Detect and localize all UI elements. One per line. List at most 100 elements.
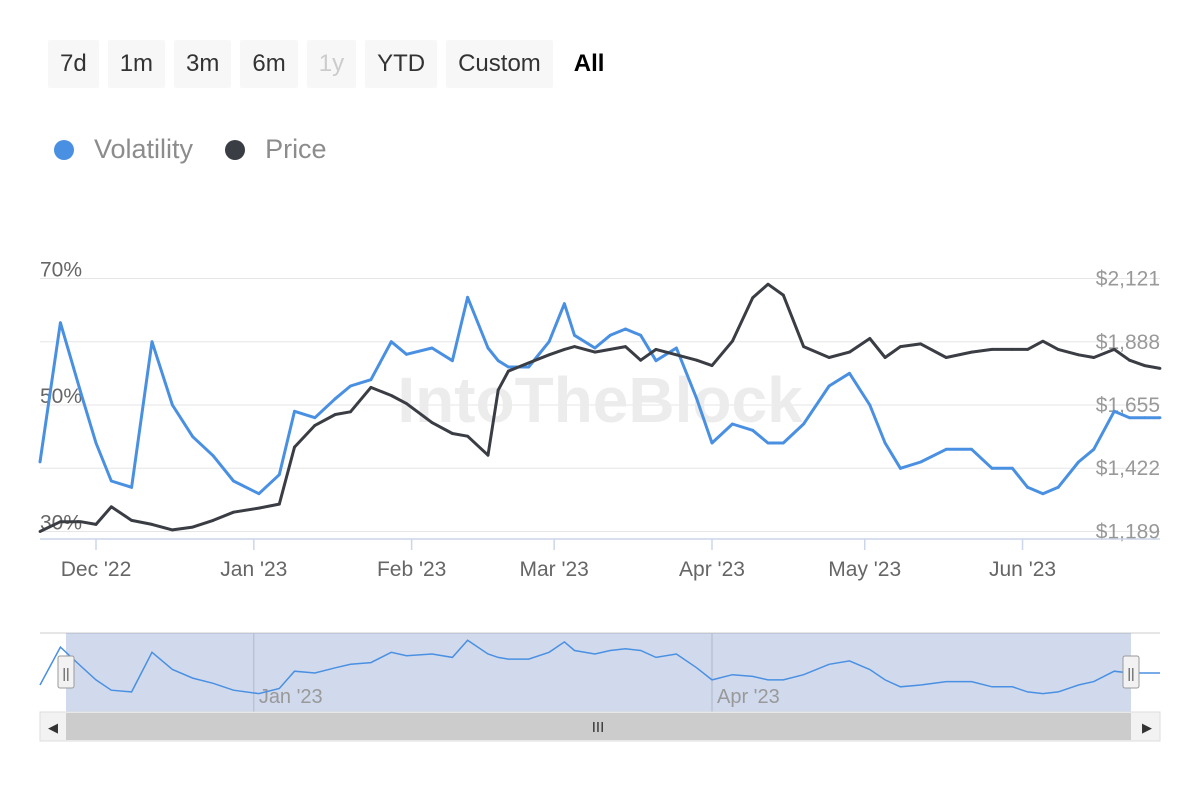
- data-point-price: [466, 434, 470, 438]
- data-point-volatility: [211, 454, 215, 458]
- scrollbar-grip-icon: III: [592, 719, 605, 736]
- data-point-price: [257, 506, 261, 510]
- data-point-volatility: [624, 327, 627, 331]
- data-point-volatility: [608, 333, 612, 337]
- data-point-volatility: [1143, 416, 1147, 420]
- data-point-price: [970, 350, 974, 354]
- range-button-7d[interactable]: 7d: [48, 40, 99, 88]
- scrollbar-thumb[interactable]: [66, 713, 1131, 740]
- data-point-volatility: [1158, 416, 1162, 420]
- data-point-volatility: [38, 460, 42, 464]
- legend-marker: [225, 139, 246, 160]
- navigator-series-line: [39, 639, 1160, 695]
- data-point-price: [191, 525, 195, 529]
- data-point-volatility: [349, 384, 352, 388]
- data-point-volatility: [802, 422, 806, 426]
- legend: Volatility Price: [54, 134, 327, 165]
- y-right-tick-label: $1,655: [1096, 394, 1160, 417]
- data-point-price: [919, 342, 923, 346]
- data-point-volatility: [389, 340, 393, 344]
- data-point-price: [496, 388, 500, 392]
- series-line-price[interactable]: [39, 282, 1161, 533]
- data-point-price: [369, 385, 373, 389]
- data-point-price: [405, 402, 408, 406]
- range-button-custom[interactable]: Custom: [446, 40, 553, 88]
- data-point-price: [593, 350, 597, 354]
- navigator[interactable]: Jan '23 Apr '23 || || III ◀ ▶: [39, 632, 1161, 742]
- data-point-price: [313, 423, 317, 427]
- data-point-volatility: [527, 365, 531, 369]
- legend-item-price[interactable]: Price: [225, 134, 327, 165]
- handle-body[interactable]: [1122, 655, 1140, 689]
- data-point-volatility: [430, 346, 434, 350]
- data-point-price: [1041, 339, 1045, 343]
- data-point-volatility: [654, 359, 658, 363]
- data-point-price: [109, 505, 113, 509]
- x-tick-label: Apr '23: [679, 558, 745, 581]
- navigator-tick-label: Jan '23: [259, 686, 323, 708]
- data-point-volatility: [1056, 485, 1060, 489]
- data-point-volatility: [496, 359, 500, 363]
- data-point-price: [430, 421, 434, 425]
- legend-item-volatility[interactable]: Volatility: [54, 134, 193, 165]
- range-button-6m[interactable]: 6m: [240, 40, 298, 88]
- navigator-handle-left[interactable]: ||: [57, 655, 75, 689]
- range-button-3m[interactable]: 3m: [174, 40, 232, 88]
- range-button-all[interactable]: All: [561, 40, 617, 88]
- data-point-volatility: [170, 403, 174, 407]
- data-point-price: [38, 530, 42, 533]
- data-point-price: [293, 445, 296, 449]
- data-point-price: [94, 523, 98, 526]
- handle-body[interactable]: [57, 655, 75, 689]
- data-point-volatility: [1077, 460, 1080, 464]
- navigator-handle-right[interactable]: ||: [1122, 655, 1140, 689]
- y-left-tick-label: 50%: [40, 385, 82, 408]
- series-layer: [38, 282, 1162, 533]
- data-point-volatility: [919, 460, 923, 464]
- data-point-volatility: [730, 422, 734, 426]
- data-point-price: [1112, 347, 1116, 351]
- data-point-volatility: [970, 447, 974, 451]
- data-point-volatility: [450, 359, 454, 363]
- scroll-left-arrow-icon[interactable]: ◀: [48, 721, 58, 736]
- data-point-volatility: [766, 441, 770, 445]
- data-point-volatility: [781, 441, 785, 445]
- x-tick-label: Dec '22: [61, 558, 132, 581]
- legend-label: Price: [265, 134, 327, 164]
- y-axis-left: 30%50%70%: [40, 258, 82, 534]
- data-point-volatility: [506, 365, 510, 369]
- data-point-price: [1077, 353, 1080, 357]
- range-selector: 7d 1m 3m 6m 1y YTD Custom All: [48, 40, 617, 88]
- navigator-selection[interactable]: [66, 633, 1131, 712]
- data-point-volatility: [898, 466, 902, 470]
- watermark: IntoTheBlock: [397, 364, 803, 436]
- range-button-1y: 1y: [306, 40, 357, 88]
- data-point-price: [674, 353, 678, 357]
- data-point-volatility: [593, 346, 597, 350]
- data-point-price: [1010, 347, 1014, 351]
- data-point-price: [1143, 364, 1147, 368]
- range-button-1m[interactable]: 1m: [107, 40, 166, 88]
- data-point-volatility: [109, 479, 113, 483]
- data-point-volatility: [1128, 416, 1131, 420]
- range-button-ytd[interactable]: YTD: [365, 40, 438, 88]
- data-point-price: [58, 520, 62, 524]
- data-point-volatility: [1041, 492, 1045, 496]
- data-point-price: [848, 350, 851, 354]
- data-point-volatility: [848, 371, 851, 375]
- scroll-right-arrow-icon[interactable]: ▶: [1142, 721, 1152, 736]
- y-axis-right: $1,189 $1,422 $1,655 $1,888 $2,121: [1096, 268, 1160, 544]
- data-point-price: [211, 518, 215, 522]
- handle-grip-icon: ||: [1127, 665, 1134, 681]
- data-point-volatility: [130, 485, 134, 489]
- data-point-price: [868, 337, 872, 340]
- scrollbar[interactable]: III ◀ ▶: [39, 711, 1161, 742]
- data-point-price: [730, 339, 734, 343]
- data-point-volatility: [150, 340, 154, 344]
- data-point-price: [170, 528, 174, 532]
- data-point-volatility: [232, 479, 235, 483]
- series-line-volatility[interactable]: [38, 295, 1160, 496]
- data-point-price: [79, 520, 83, 524]
- data-point-volatility: [369, 378, 373, 382]
- data-point-price: [766, 282, 770, 286]
